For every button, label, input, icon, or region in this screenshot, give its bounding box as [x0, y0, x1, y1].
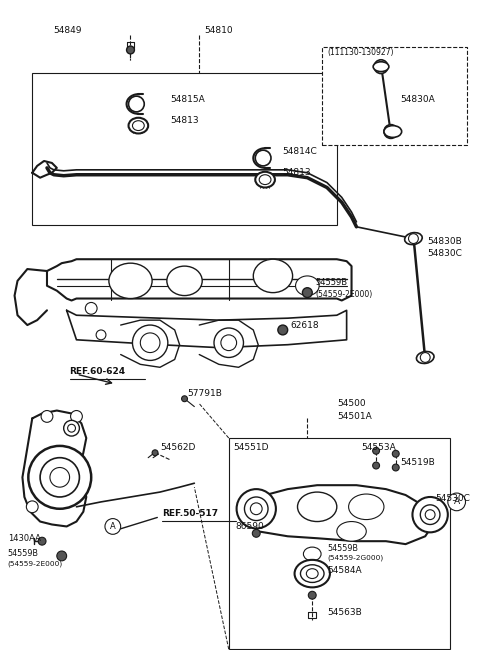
Text: 54559B: 54559B — [315, 278, 348, 287]
Circle shape — [71, 411, 83, 422]
Text: (54559-2E000): (54559-2E000) — [8, 560, 63, 567]
Ellipse shape — [298, 492, 337, 522]
Text: (54559-2G000): (54559-2G000) — [327, 554, 383, 561]
Circle shape — [181, 396, 188, 401]
Ellipse shape — [295, 560, 330, 587]
Text: 54519B: 54519B — [401, 458, 435, 467]
Circle shape — [384, 125, 398, 138]
Text: 54553A: 54553A — [361, 443, 396, 453]
Circle shape — [392, 464, 399, 471]
Text: 54530C: 54530C — [435, 495, 470, 503]
Ellipse shape — [384, 125, 402, 137]
Text: 54815A: 54815A — [170, 94, 204, 104]
Text: 54559B: 54559B — [8, 550, 39, 558]
Text: A: A — [454, 497, 460, 506]
Circle shape — [57, 551, 67, 561]
Ellipse shape — [296, 276, 319, 296]
Text: 1430AA: 1430AA — [8, 534, 41, 543]
Text: 54814C: 54814C — [283, 147, 318, 155]
Circle shape — [252, 529, 260, 537]
Circle shape — [26, 501, 38, 513]
Circle shape — [392, 450, 399, 457]
Ellipse shape — [132, 121, 144, 131]
Text: 54830C: 54830C — [427, 249, 462, 258]
Circle shape — [129, 96, 144, 112]
Text: 54584A: 54584A — [327, 566, 361, 575]
Circle shape — [64, 420, 79, 436]
Text: A: A — [110, 522, 116, 531]
Circle shape — [221, 335, 237, 350]
Text: REF.60-624: REF.60-624 — [70, 367, 126, 376]
Circle shape — [425, 510, 435, 520]
Ellipse shape — [373, 62, 389, 72]
Circle shape — [41, 411, 53, 422]
Ellipse shape — [306, 569, 318, 579]
Text: 62618: 62618 — [290, 321, 319, 329]
Ellipse shape — [405, 233, 422, 245]
Text: 54813: 54813 — [170, 116, 198, 125]
Circle shape — [237, 489, 276, 529]
Bar — [229, 438, 450, 649]
Ellipse shape — [417, 352, 434, 363]
Circle shape — [378, 65, 384, 71]
Ellipse shape — [253, 259, 293, 293]
Text: 54562D: 54562D — [160, 443, 195, 453]
Text: 54849: 54849 — [53, 26, 82, 35]
Ellipse shape — [300, 565, 324, 583]
Text: 54500: 54500 — [337, 399, 365, 408]
Circle shape — [251, 503, 262, 515]
Circle shape — [372, 462, 380, 469]
Circle shape — [132, 325, 168, 360]
Text: 54810: 54810 — [204, 26, 233, 35]
Circle shape — [85, 302, 97, 314]
Text: 54551D: 54551D — [234, 443, 269, 453]
Text: (54559-2E000): (54559-2E000) — [315, 290, 372, 299]
Text: 54501A: 54501A — [337, 412, 372, 421]
Ellipse shape — [259, 174, 271, 184]
Circle shape — [127, 46, 134, 54]
Circle shape — [408, 234, 419, 243]
Circle shape — [152, 450, 158, 456]
Text: 54830A: 54830A — [401, 94, 435, 104]
Ellipse shape — [255, 172, 275, 188]
Circle shape — [50, 468, 70, 487]
Circle shape — [372, 447, 380, 454]
Circle shape — [105, 519, 120, 534]
Circle shape — [412, 497, 448, 533]
Text: 57791B: 57791B — [188, 389, 222, 398]
Ellipse shape — [348, 494, 384, 520]
Circle shape — [40, 458, 79, 497]
Text: REF.50-517: REF.50-517 — [162, 509, 218, 518]
Circle shape — [140, 333, 160, 352]
Circle shape — [388, 129, 394, 135]
Circle shape — [278, 325, 288, 335]
Text: 54563B: 54563B — [327, 608, 362, 617]
Ellipse shape — [167, 266, 202, 296]
Text: 54830B: 54830B — [427, 237, 462, 246]
Bar — [32, 73, 337, 225]
Circle shape — [420, 352, 430, 362]
Circle shape — [448, 493, 466, 511]
Ellipse shape — [109, 263, 152, 298]
Text: (111130-130927): (111130-130927) — [327, 49, 394, 58]
Text: 54813: 54813 — [283, 169, 312, 177]
Ellipse shape — [303, 547, 321, 561]
Circle shape — [38, 537, 46, 545]
Ellipse shape — [129, 118, 148, 133]
Text: 54559B: 54559B — [327, 544, 358, 552]
Circle shape — [420, 505, 440, 525]
Circle shape — [302, 288, 312, 298]
Circle shape — [214, 328, 243, 358]
Circle shape — [374, 60, 388, 73]
Text: 86590: 86590 — [236, 522, 264, 531]
Circle shape — [28, 446, 91, 509]
Circle shape — [255, 150, 271, 166]
Circle shape — [68, 424, 75, 432]
Circle shape — [306, 548, 318, 560]
Circle shape — [96, 330, 106, 340]
Bar — [322, 47, 468, 145]
Ellipse shape — [337, 522, 366, 541]
Circle shape — [308, 591, 316, 599]
Circle shape — [244, 497, 268, 521]
